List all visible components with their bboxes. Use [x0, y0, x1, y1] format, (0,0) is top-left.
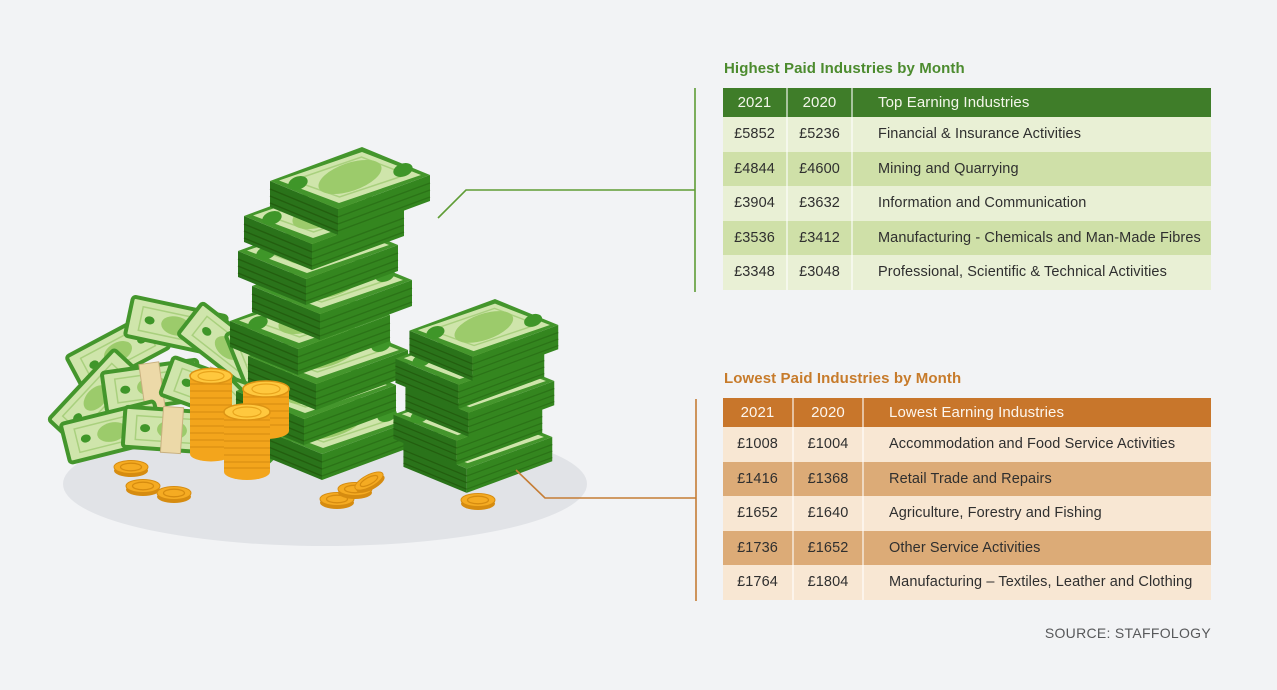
orange-connector-line — [515, 399, 697, 601]
industry-name: Agriculture, Forestry and Fishing — [862, 496, 1211, 531]
industry-name: Professional, Scientific & Technical Act… — [851, 255, 1211, 290]
value-2020: £1652 — [792, 530, 862, 565]
col-header-2020: 2020 — [792, 398, 862, 427]
table-row: £3348 £3048 Professional, Scientific & T… — [723, 255, 1211, 290]
col-header-2020: 2020 — [786, 88, 851, 117]
lowest-paid-section: Lowest Paid Industries by Month 2021 202… — [723, 370, 1211, 600]
col-header-2021: 2021 — [737, 94, 772, 111]
table-row: £1416 £1368 Retail Trade and Repairs — [723, 461, 1211, 496]
value-2020: £1004 — [792, 427, 862, 462]
lowest-paid-title: Lowest Paid Industries by Month — [724, 370, 962, 387]
table-row: £1652 £1640 Agriculture, Forestry and Fi… — [723, 496, 1211, 531]
table-row: £1008 £1004 Accommodation and Food Servi… — [723, 427, 1211, 462]
value-2021: £1736 — [737, 539, 778, 556]
value-2021: £5852 — [734, 126, 775, 143]
value-2020: £4600 — [786, 151, 851, 186]
industry-name: Manufacturing – Textiles, Leather and Cl… — [862, 565, 1211, 600]
value-2020: £5236 — [786, 117, 851, 152]
value-2021: £4844 — [734, 160, 775, 177]
value-2021: £1764 — [737, 574, 778, 591]
highest-paid-title: Highest Paid Industries by Month — [724, 60, 965, 77]
table-header-row: 2021 2020 Top Earning Industries — [723, 88, 1211, 117]
lowest-paid-table: 2021 2020 Lowest Earning Industries £100… — [723, 398, 1211, 600]
col-header-industries: Top Earning Industries — [851, 88, 1211, 117]
table-row: £4844 £4600 Mining and Quarrying — [723, 151, 1211, 186]
table-row: £3536 £3412 Manufacturing - Chemicals an… — [723, 220, 1211, 255]
table-header-row: 2021 2020 Lowest Earning Industries — [723, 398, 1211, 427]
highest-paid-table: 2021 2020 Top Earning Industries £5852 £… — [723, 88, 1211, 290]
source-note: SOURCE: STAFFOLOGY — [1044, 625, 1211, 641]
industry-name: Accommodation and Food Service Activitie… — [862, 427, 1211, 462]
coin-stack — [223, 403, 271, 480]
value-2020: £3412 — [786, 220, 851, 255]
col-header-industries: Lowest Earning Industries — [862, 398, 1211, 427]
industry-name: Retail Trade and Repairs — [862, 461, 1211, 496]
value-2021: £1008 — [737, 436, 778, 453]
value-2021: £1652 — [737, 505, 778, 522]
industry-name: Information and Communication — [851, 186, 1211, 221]
industry-name: Financial & Insurance Activities — [851, 117, 1211, 152]
short-money-stack — [392, 298, 559, 494]
highest-paid-section: Highest Paid Industries by Month 2021 20… — [723, 60, 1211, 290]
table-row: £1736 £1652 Other Service Activities — [723, 530, 1211, 565]
green-connector-line — [437, 88, 696, 292]
table-row: £5852 £5236 Financial & Insurance Activi… — [723, 117, 1211, 152]
value-2020: £1640 — [792, 496, 862, 531]
value-2020: £3632 — [786, 186, 851, 221]
coin-stacks — [189, 367, 290, 480]
value-2020: £1804 — [792, 565, 862, 600]
value-2021: £1416 — [737, 470, 778, 487]
coin-stack — [189, 367, 233, 462]
value-2021: £3536 — [734, 229, 775, 246]
value-2020: £3048 — [786, 255, 851, 290]
industry-name: Other Service Activities — [862, 530, 1211, 565]
industry-name: Manufacturing - Chemicals and Man-Made F… — [851, 220, 1211, 255]
table-row: £1764 £1804 Manufacturing – Textiles, Le… — [723, 565, 1211, 600]
table-row: £3904 £3632 Information and Communicatio… — [723, 186, 1211, 221]
value-2020: £1368 — [792, 461, 862, 496]
col-header-2021: 2021 — [740, 404, 775, 421]
value-2021: £3348 — [734, 264, 775, 281]
industry-name: Mining and Quarrying — [851, 151, 1211, 186]
value-2021: £3904 — [734, 195, 775, 212]
